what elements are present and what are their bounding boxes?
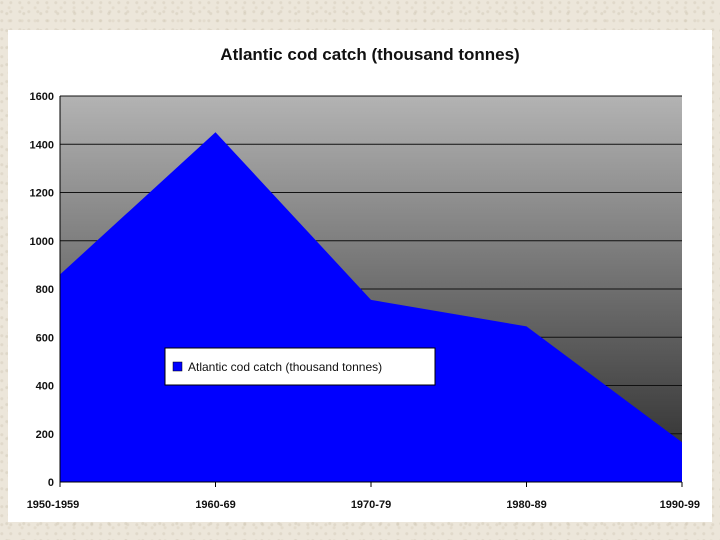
legend-label: Atlantic cod catch (thousand tonnes) [188,360,382,374]
y-tick-label: 1200 [30,188,54,200]
series-area [60,132,682,482]
x-tick-label: 1990-99 [660,499,700,511]
y-tick-label: 1400 [30,139,54,151]
y-tick-label: 1000 [30,236,54,248]
x-tick-label: 1960-69 [195,499,235,511]
y-tick-label: 0 [48,477,54,489]
legend-box [164,347,436,386]
y-tick-label: 1600 [30,91,54,103]
chart-title: Atlantic cod catch (thousand tonnes) [220,45,519,64]
y-tick-label: 600 [36,332,54,344]
x-tick-label: 1980-89 [506,499,546,511]
legend-swatch [172,361,183,372]
chart-panel: Atlantic cod catch (thousand tonnes) 0 20… [8,30,712,522]
y-tick-label: 200 [36,429,54,441]
x-tick-label: 1970-79 [351,499,391,511]
legend: Atlantic cod catch (thousand tonnes) [164,347,436,386]
y-tick-label: 800 [36,284,54,296]
y-tick-label: 400 [36,381,54,393]
x-tick-label: 1950-1959 [27,499,80,511]
area-chart: Atlantic cod catch (thousand tonnes) 0 20… [27,45,700,511]
